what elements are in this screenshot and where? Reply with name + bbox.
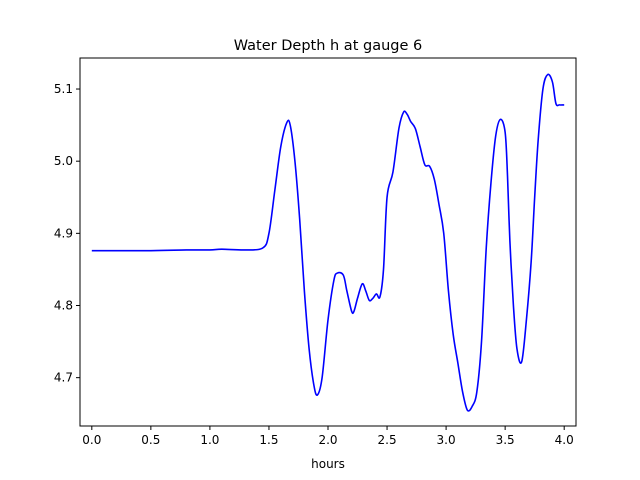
y-tick-label: 4.9 xyxy=(54,226,73,240)
series-line xyxy=(91,73,565,412)
plot-area-frame xyxy=(79,57,577,427)
chart-title: Water Depth h at gauge 6 xyxy=(234,38,422,54)
x-tick-label: 1.5 xyxy=(259,433,278,447)
x-tick-label: 2.0 xyxy=(318,433,337,447)
x-tick-label: 1.0 xyxy=(200,433,219,447)
x-tick-label: 0.5 xyxy=(141,433,160,447)
y-tick-label: 5.0 xyxy=(54,154,73,168)
x-axis-label: hours xyxy=(311,457,345,471)
x-tick-label: 3.0 xyxy=(437,433,456,447)
x-tick-label: 0.0 xyxy=(82,433,101,447)
y-tick-label: 5.1 xyxy=(54,82,73,96)
axis-ticks: 0.0 0.5 1.0 1.5 2.0 2.5 3.0 3.5 4.0 4.7 4.8 4.9 5.0 5… xyxy=(54,82,574,447)
x-tick-label: 4.0 xyxy=(555,433,574,447)
y-tick-label: 4.8 xyxy=(54,298,73,312)
y-tick-label: 4.7 xyxy=(54,371,73,385)
series-lines xyxy=(91,73,565,412)
x-tick-label: 2.5 xyxy=(378,433,397,447)
x-tick-label: 3.5 xyxy=(496,433,515,447)
